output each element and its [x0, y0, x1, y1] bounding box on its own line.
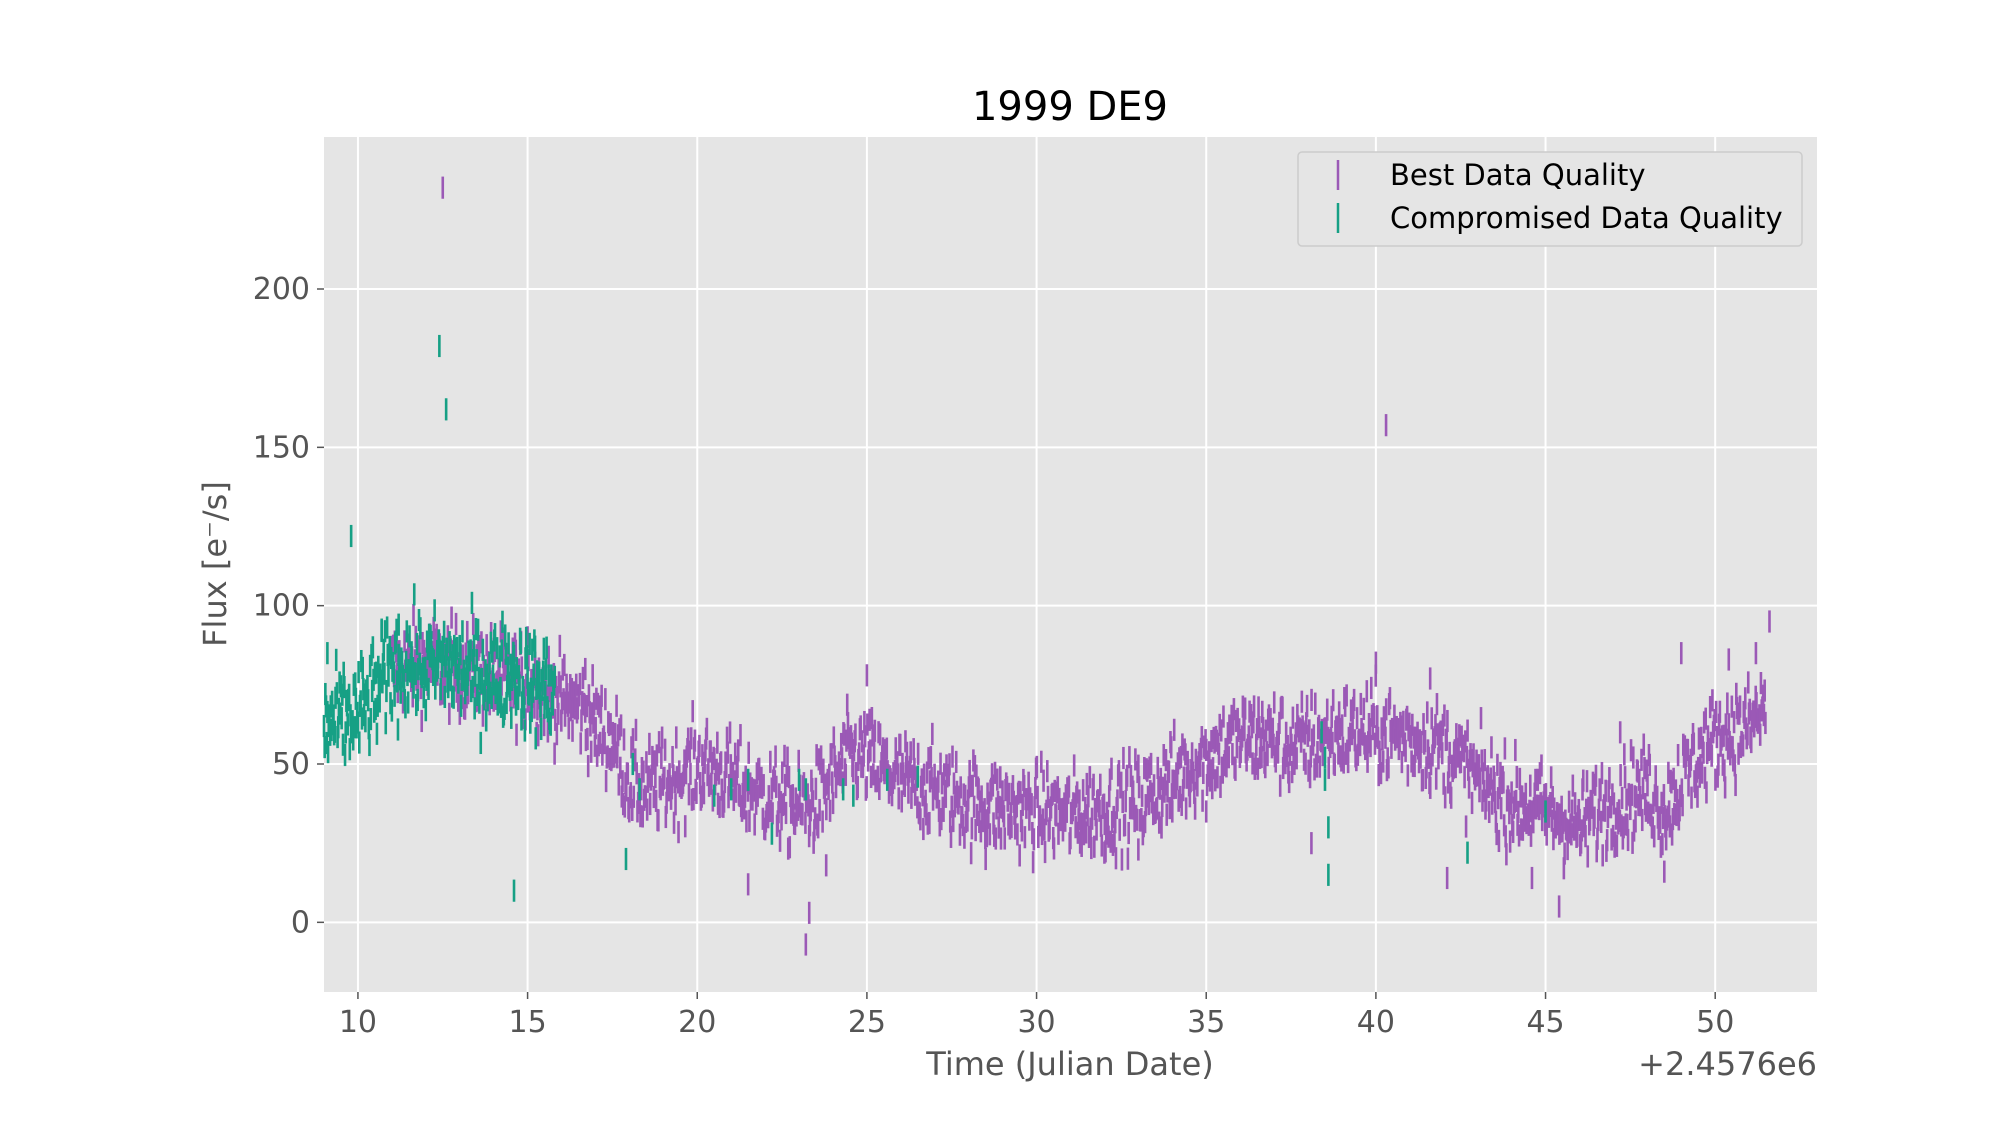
legend-box [1297, 151, 1803, 247]
series-1 [322, 334, 1547, 902]
chart-title: 1999 DE9 [972, 84, 1168, 130]
x-tick-label: 50 [1696, 1005, 1734, 1040]
y-tick-label: 100 [253, 589, 310, 624]
x-tick-label: 30 [1017, 1005, 1055, 1040]
y-tick-label: 150 [253, 430, 310, 465]
legend-label-best: Best Data Quality [1390, 158, 1646, 192]
gridlines [324, 137, 1817, 992]
x-tick-label: 10 [339, 1005, 377, 1040]
x-axis-ticks: 10 15 20 25 30 35 40 45 50 [339, 992, 1734, 1040]
data-layer [322, 176, 1771, 956]
x-tick-label: 35 [1187, 1005, 1225, 1040]
plot-area [324, 137, 1817, 992]
y-axis-label: Flux [e⁻/s] [196, 481, 234, 647]
x-tick-label: 45 [1526, 1005, 1564, 1040]
x-tick-label: 25 [848, 1005, 886, 1040]
x-tick-label: 20 [678, 1005, 716, 1040]
y-axis-ticks: 0 50 100 150 200 [253, 272, 324, 940]
legend: Best Data Quality Compromised Data Quali… [1297, 151, 1803, 247]
legend-label-compromised: Compromised Data Quality [1390, 201, 1783, 235]
series-0 [390, 176, 1771, 956]
x-axis-label: Time (Julian Date) [925, 1045, 1214, 1083]
x-offset-label: +2.4576e6 [1638, 1045, 1817, 1083]
x-tick-label: 40 [1357, 1005, 1395, 1040]
y-tick-label: 0 [291, 905, 310, 940]
x-tick-label: 15 [508, 1005, 546, 1040]
y-tick-label: 50 [272, 747, 310, 782]
y-tick-label: 200 [253, 272, 310, 307]
